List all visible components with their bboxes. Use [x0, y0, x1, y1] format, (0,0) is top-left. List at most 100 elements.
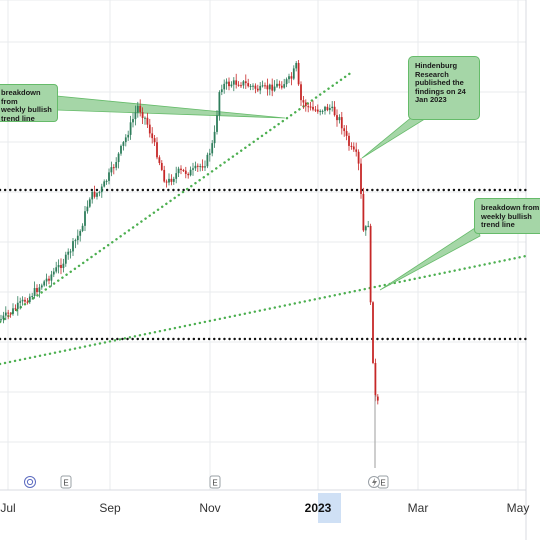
earnings-marker-label: E: [212, 479, 217, 488]
candle-body: [189, 169, 192, 176]
candle-body: [50, 274, 53, 281]
x-tick-label: Mar: [408, 501, 429, 515]
candles: [0, 59, 379, 468]
candle-body: [321, 110, 324, 112]
candle-body: [64, 254, 67, 264]
candle-body: [237, 84, 240, 86]
candle-body: [285, 79, 288, 85]
candle-body: [141, 112, 144, 118]
candle-body: [14, 308, 17, 310]
candle-body: [74, 240, 77, 242]
grid-lines: [0, 0, 527, 540]
candle-body: [43, 281, 46, 286]
candle-body: [295, 62, 298, 69]
candle-body: [115, 162, 118, 168]
candle-body: [112, 167, 115, 169]
candle-body: [343, 128, 346, 132]
candle-body: [194, 165, 197, 169]
candle-body: [117, 153, 120, 163]
candle-body: [156, 142, 158, 158]
candle-body: [235, 80, 238, 85]
candle-body: [144, 117, 146, 119]
candle-body: [91, 191, 94, 200]
candle-body: [2, 315, 5, 320]
candle-body: [372, 302, 374, 363]
candle-body: [168, 178, 170, 183]
candle-body: [182, 170, 185, 172]
candle-body: [79, 231, 82, 236]
candle-body: [136, 105, 139, 113]
candle-body: [213, 131, 216, 144]
candle-body: [76, 235, 79, 241]
candle-body: [187, 173, 190, 176]
dividend-circle-icon[interactable]: [24, 476, 36, 488]
candle-body: [160, 162, 163, 170]
candle-body: [338, 117, 341, 121]
candle-body: [165, 181, 168, 183]
candle-body: [24, 299, 26, 302]
candle-body: [175, 173, 178, 179]
candle-body: [280, 85, 283, 88]
trend-line: [0, 70, 354, 324]
earnings-e-icon[interactable]: E: [209, 475, 221, 489]
candle-body: [108, 172, 110, 181]
candle-body: [103, 181, 106, 187]
candle-body: [328, 107, 331, 111]
candle-body: [40, 285, 43, 288]
candle-body: [177, 168, 180, 174]
x-tick-label: 2023: [305, 501, 332, 515]
candle-body: [38, 287, 41, 293]
candle-body: [355, 149, 358, 152]
candle-body: [170, 178, 173, 182]
candle-body: [228, 81, 230, 87]
axis-highlight: [318, 493, 341, 523]
earnings-e-icon[interactable]: E: [60, 475, 72, 489]
candle-body: [302, 100, 305, 103]
candle-body: [357, 151, 360, 164]
candle-body: [62, 263, 65, 269]
candle-body: [252, 85, 254, 87]
candle-body: [225, 81, 228, 84]
candle-body: [218, 92, 221, 116]
candle-body: [105, 180, 108, 182]
x-tick-label: May: [507, 501, 530, 515]
candle-body: [254, 85, 257, 89]
candle-body: [31, 295, 34, 297]
candle-body: [244, 81, 247, 84]
candle-body: [271, 84, 274, 91]
candle-body: [16, 302, 19, 309]
candle-body: [288, 76, 290, 80]
candle-body: [12, 308, 14, 314]
candle-body: [45, 278, 48, 282]
candle-body: [69, 251, 72, 253]
candle-body: [256, 88, 259, 91]
candle-body: [120, 145, 122, 154]
candle-body: [208, 153, 211, 155]
candle-body: [242, 81, 245, 86]
candle-body: [230, 84, 233, 87]
candle-body: [28, 296, 31, 303]
candle-body: [300, 84, 302, 101]
candle-body: [319, 110, 322, 112]
lightning-icon[interactable]: [368, 476, 380, 488]
candle-body: [26, 301, 29, 303]
candle-body: [9, 313, 12, 315]
candle-body: [292, 68, 295, 79]
candle-body: [290, 76, 293, 79]
candle-body: [7, 312, 10, 314]
candle-body: [124, 137, 127, 143]
candle-body: [4, 312, 7, 316]
x-tick-label: Sep: [99, 501, 121, 515]
candle-body: [163, 169, 166, 182]
candle-body: [273, 86, 276, 91]
candle-body: [192, 168, 194, 170]
candle-body: [67, 251, 70, 255]
candle-body: [21, 299, 24, 302]
candle-body: [60, 264, 62, 269]
candle-body: [88, 199, 91, 207]
candle-body: [314, 109, 317, 111]
candle-body: [297, 62, 300, 85]
candle-body: [72, 241, 74, 252]
candle-body: [264, 85, 266, 87]
